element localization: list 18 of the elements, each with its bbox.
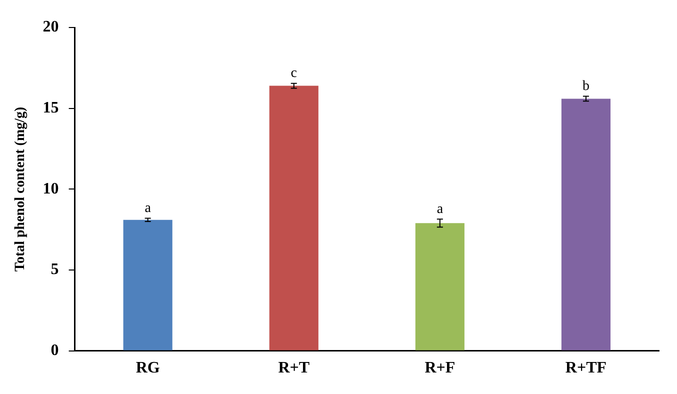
- x-tick-label: R+TF: [565, 360, 607, 377]
- y-axis-title: Total phenol content (mg/g): [13, 106, 28, 272]
- bar: [123, 220, 172, 350]
- annotation: c: [290, 66, 297, 82]
- bar: [561, 98, 611, 350]
- x-tick-label: RG: [136, 360, 160, 377]
- bar: [415, 223, 464, 350]
- annotation: a: [436, 202, 444, 217]
- y-tick-label: 5: [50, 261, 59, 278]
- y-tick-label: 0: [50, 342, 59, 359]
- y-tick-label: 20: [42, 18, 59, 36]
- annotation: b: [582, 78, 590, 94]
- y-tick-label: 15: [42, 100, 59, 117]
- x-tick-label: R+T: [278, 360, 310, 377]
- y-tick-label: 10: [42, 180, 59, 198]
- annotation: a: [144, 200, 152, 216]
- x-tick-label: R+F: [424, 360, 456, 377]
- bar: [269, 86, 318, 350]
